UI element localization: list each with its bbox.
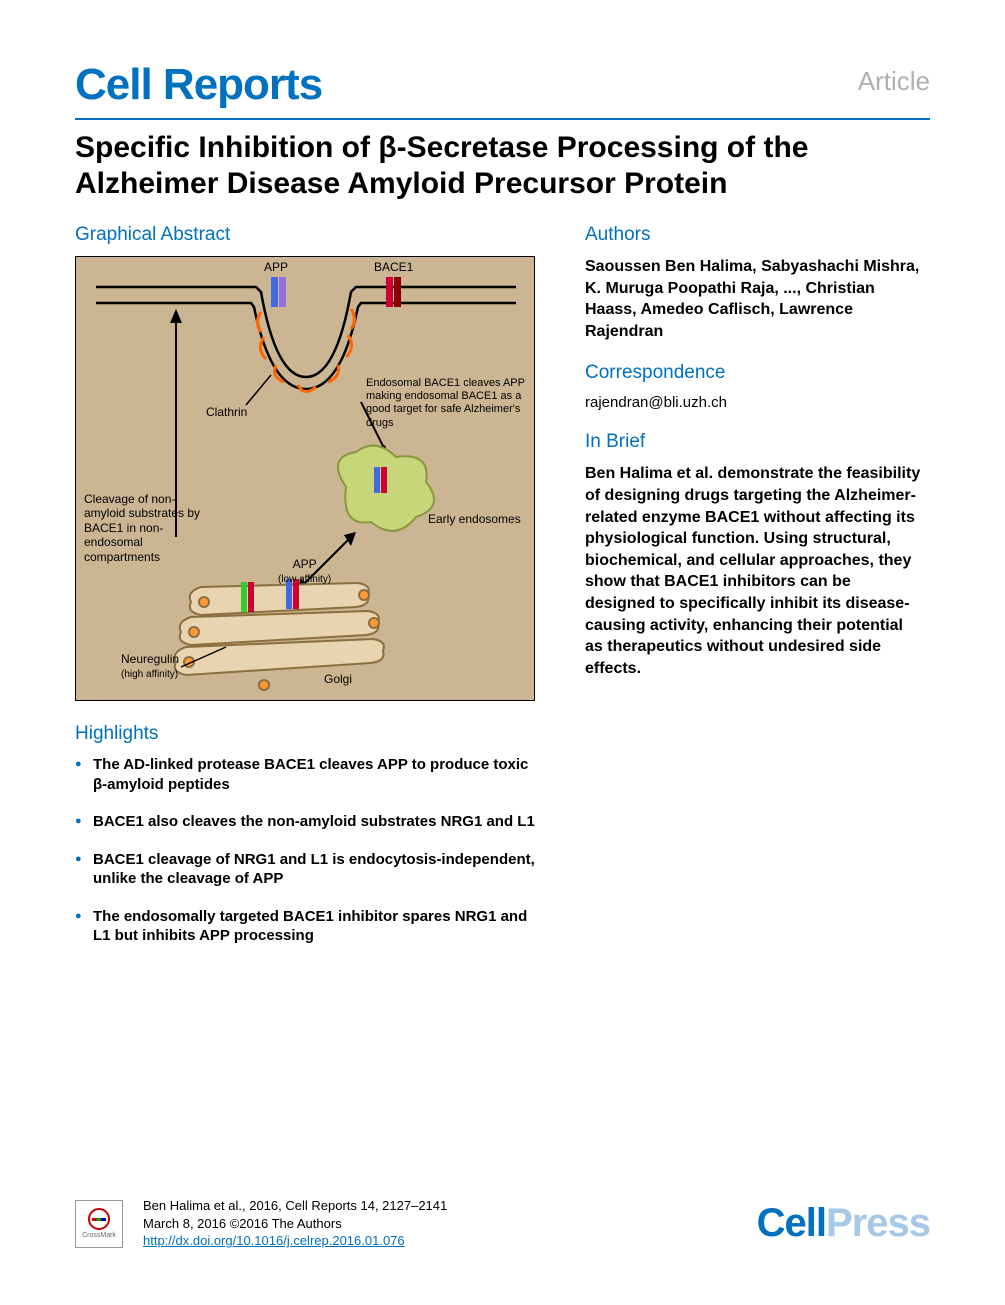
cellpress-logo: CellPress (757, 1201, 930, 1246)
ga-label-clathrin: Clathrin (206, 405, 247, 419)
ga-label-high-affinity: (high affinity) (121, 669, 178, 680)
correspondence-heading: Correspondence (585, 362, 925, 384)
correspondence-email[interactable]: rajendran@bli.uzh.ch (585, 394, 925, 411)
ga-label-golgi: Golgi (324, 672, 352, 686)
highlights-heading: Highlights (75, 723, 545, 745)
authors-heading: Authors (585, 224, 925, 246)
ga-label-app-low: APP (293, 557, 317, 571)
article-type: Article (858, 66, 930, 97)
in-brief-heading: In Brief (585, 431, 925, 453)
highlight-item: The AD-linked protease BACE1 cleaves APP… (75, 755, 545, 794)
footer: CrossMark Ben Halima et al., 2016, Cell … (75, 1197, 930, 1250)
header-rule (75, 118, 930, 120)
authors-text: Saoussen Ben Halima, Sabyashachi Mishra,… (585, 256, 925, 342)
ga-label-app: APP (264, 260, 288, 274)
journal-logo: Cell Reports (75, 60, 322, 110)
doi-link[interactable]: http://dx.doi.org/10.1016/j.celrep.2016.… (143, 1233, 405, 1248)
citation-line: March 8, 2016 ©2016 The Authors (143, 1215, 447, 1233)
highlight-item: BACE1 cleavage of NRG1 and L1 is endocyt… (75, 850, 545, 889)
ga-label-bace1: BACE1 (374, 260, 413, 274)
ga-label-endosome-text: Endosomal BACE1 cleaves APP making endos… (366, 377, 526, 430)
graphical-abstract-figure: APP BACE1 Clathrin Endosomal BACE1 cleav… (75, 256, 535, 701)
citation-block: Ben Halima et al., 2016, Cell Reports 14… (143, 1197, 447, 1250)
highlight-item: The endosomally targeted BACE1 inhibitor… (75, 907, 545, 946)
highlight-item: BACE1 also cleaves the non-amyloid subst… (75, 812, 545, 832)
highlights-list: The AD-linked protease BACE1 cleaves APP… (75, 755, 545, 946)
crossmark-icon[interactable]: CrossMark (75, 1200, 123, 1248)
article-title: Specific Inhibition of β-Secretase Proce… (75, 130, 930, 202)
ga-label-neuregulin: Neuregulin (121, 652, 179, 666)
graphical-abstract-heading: Graphical Abstract (75, 224, 545, 246)
ga-label-early-endosomes: Early endosomes (428, 512, 521, 526)
in-brief-text: Ben Halima et al. demonstrate the feasib… (585, 463, 925, 679)
citation-line: Ben Halima et al., 2016, Cell Reports 14… (143, 1197, 447, 1215)
ga-label-cleavage: Cleavage of non-amyloid substrates by BA… (84, 492, 214, 564)
ga-label-low-affinity: (low affinity) (278, 574, 331, 585)
